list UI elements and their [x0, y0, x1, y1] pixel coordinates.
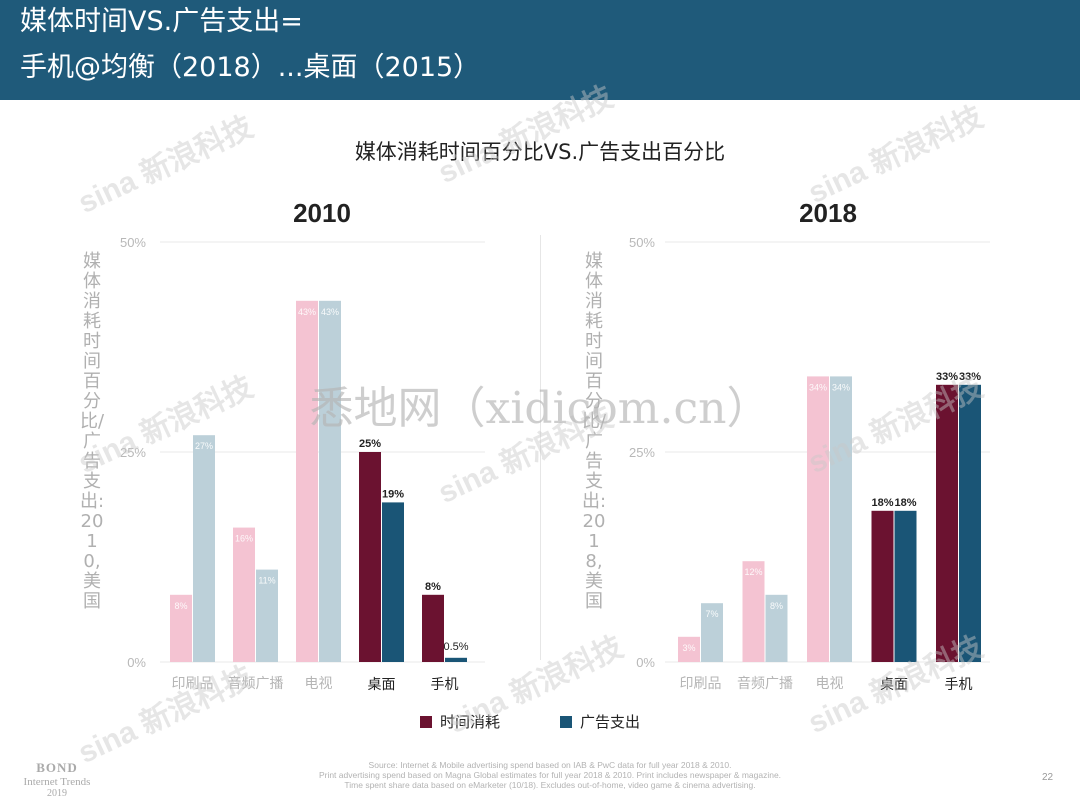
bar-2018-2-0 — [807, 376, 829, 662]
bar-2010-0-0 — [170, 594, 192, 662]
data-label-2018-2-1: 34% — [832, 382, 850, 392]
y-axis-label-2010: 媒体消耗时间百分比/广告支出:2010,美国 — [80, 251, 105, 612]
data-label-2010-1-0: 16% — [235, 534, 253, 544]
bar-2018-4-1 — [959, 384, 981, 662]
legend-item-time: 时间消耗 — [420, 711, 500, 732]
legend-label-ad: 广告支出 — [580, 713, 641, 731]
data-label-2018-0-1: 7% — [705, 609, 718, 619]
data-label-2010-3-1: 19% — [382, 488, 404, 500]
bond-logo: BOND Internet Trends 2019 — [12, 760, 102, 799]
bar-2010-0-1 — [193, 435, 215, 662]
data-label-2010-4-0: 8% — [425, 581, 441, 593]
x-tick-label-2018-4: 手机 — [945, 677, 973, 693]
x-tick-label-2010-3: 桌面 — [368, 677, 396, 693]
legend-item-ad: 广告支出 — [560, 711, 640, 732]
bar-2010-2-1 — [319, 300, 341, 662]
y-tick-label-2018-0: 50% — [629, 235, 655, 250]
y-tick-label-2010-2: 0% — [127, 655, 146, 670]
legend-label-time: 时间消耗 — [440, 713, 501, 731]
page-number: 22 — [1042, 772, 1054, 783]
bar-2010-4-1 — [445, 657, 467, 662]
x-tick-label-2018-2: 电视 — [816, 676, 844, 692]
data-label-2018-3-0: 18% — [871, 497, 893, 509]
x-tick-label-2010-2: 电视 — [305, 676, 333, 692]
data-label-2018-2-0: 34% — [809, 382, 827, 392]
y-tick-label-2010-1: 25% — [120, 445, 146, 460]
bar-2018-1-1 — [765, 594, 788, 662]
data-label-2018-1-1: 8% — [770, 601, 783, 611]
bar-2010-1-0 — [233, 527, 255, 662]
data-label-2018-3-1: 18% — [894, 497, 916, 509]
x-tick-label-2018-1: 音频广播 — [737, 675, 793, 692]
legend: 时间消耗 广告支出 — [420, 711, 640, 732]
source-line-2: Print advertising spend based on Magna G… — [318, 770, 782, 780]
source-line-3: Time spent share data based on eMarketer… — [344, 780, 756, 790]
data-label-2010-3-0: 25% — [359, 438, 381, 450]
data-label-2010-4-1: 0.5% — [443, 641, 468, 653]
bar-2018-2-1 — [830, 376, 852, 662]
chart-title: 媒体消耗时间百分比VS.广告支出百分比 — [354, 140, 726, 164]
x-tick-label-2018-3: 桌面 — [880, 677, 908, 693]
data-label-2010-0-0: 8% — [174, 601, 187, 611]
legend-swatch-ad — [560, 715, 573, 728]
header-title-line2: 手机@均衡（2018）...桌面（2015） — [20, 52, 481, 83]
y-tick-label-2010-0: 50% — [120, 235, 146, 250]
legend-swatch-time — [420, 715, 432, 728]
bar-2018-0-1 — [701, 603, 723, 662]
panel-title-2018: 2018 — [799, 198, 857, 228]
data-label-2018-4-1: 33% — [959, 371, 981, 383]
site-watermark: 悉地网（xidicom.cn） — [309, 383, 771, 434]
source-note: Source: Internet & Mobile advertising sp… — [240, 760, 860, 790]
data-label-2010-1-1: 11% — [258, 576, 275, 586]
y-tick-label-2018-1: 25% — [629, 445, 655, 460]
bar-2010-2-0 — [296, 300, 318, 662]
source-line-1: Source: Internet & Mobile advertising sp… — [368, 760, 732, 770]
bond-logo-title: BOND — [36, 760, 78, 775]
bar-2010-1-1 — [256, 569, 278, 662]
bond-logo-subtitle: Internet Trends — [23, 776, 91, 788]
bar-2010-3-0 — [359, 452, 381, 662]
bar-2018-3-0 — [871, 510, 894, 662]
y-axis-label-2018: 媒体消耗时间百分比/广告支出:2018,美国 — [582, 251, 607, 612]
bar-2010-3-1 — [382, 502, 404, 662]
data-label-2010-2-0: 43% — [298, 307, 316, 317]
data-label-2010-0-1: 27% — [195, 441, 213, 451]
header-banner: 媒体时间VS.广告支出= 手机@均衡（2018）...桌面（2015） — [0, 0, 1080, 100]
x-tick-label-2010-4: 手机 — [431, 677, 459, 693]
data-label-2018-0-0: 3% — [682, 643, 695, 653]
data-label-2018-1-0: 12% — [744, 567, 762, 577]
bar-2018-0-0 — [678, 636, 700, 662]
bar-2018-3-1 — [894, 510, 917, 662]
bar-2010-4-0 — [422, 594, 444, 662]
x-tick-label-2010-0: 印刷品 — [172, 676, 214, 692]
header-title-line1: 媒体时间VS.广告支出= — [20, 6, 303, 37]
x-tick-label-2018-0: 印刷品 — [680, 676, 722, 692]
data-label-2010-2-1: 43% — [321, 307, 339, 317]
bar-2018-1-0 — [742, 561, 765, 662]
bar-2018-4-0 — [936, 384, 958, 662]
panel-divider — [540, 235, 541, 660]
panel-title-2010: 2010 — [293, 198, 351, 228]
bond-logo-year: 2019 — [47, 788, 67, 799]
data-label-2018-4-0: 33% — [936, 371, 958, 383]
x-tick-label-2010-1: 音频广播 — [228, 675, 284, 692]
y-tick-label-2018-2: 0% — [636, 655, 655, 670]
